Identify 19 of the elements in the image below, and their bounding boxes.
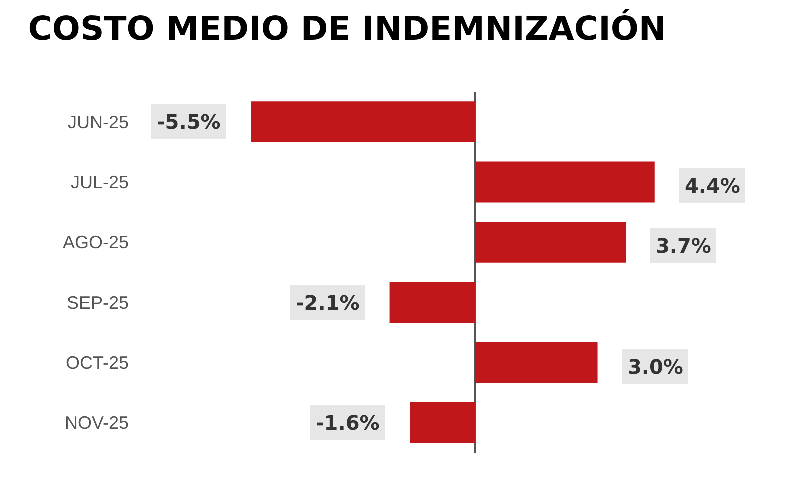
bar: [475, 162, 655, 203]
data-label: 3.7%: [656, 234, 712, 258]
data-label: -5.5%: [157, 110, 221, 134]
y-tick-label: AGO-25: [62, 232, 129, 253]
y-tick-label: OCT-25: [66, 353, 129, 374]
y-tick-label: NOV-25: [64, 413, 129, 434]
y-tick-label: JUL-25: [70, 172, 129, 193]
chart-title: COSTO MEDIO DE INDEMNIZACIÓN: [28, 9, 667, 48]
data-label: 4.4%: [685, 174, 740, 198]
y-tick-label: JUN-25: [68, 112, 129, 132]
bar: [475, 342, 598, 384]
y-tick-label: SEP-25: [66, 292, 129, 313]
data-label: -2.1%: [296, 291, 360, 315]
bar: [475, 222, 626, 263]
bar: [251, 102, 476, 143]
bar: [410, 402, 476, 444]
data-label: 3.0%: [628, 355, 684, 379]
data-label: -1.6%: [316, 411, 380, 435]
bar: [390, 282, 476, 324]
